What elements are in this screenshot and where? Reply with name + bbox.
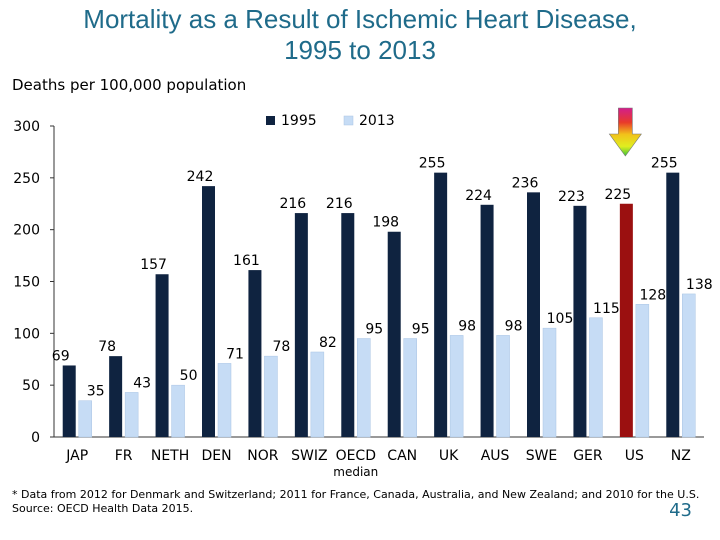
bar-1995	[62, 365, 76, 437]
y-tick-label: 150	[13, 275, 40, 291]
data-label-1995: 242	[187, 169, 214, 185]
bar-1995	[666, 172, 680, 437]
footnote: * Data from 2012 for Denmark and Switzer…	[12, 488, 702, 515]
data-label-1995: 236	[512, 175, 539, 191]
y-tick-label: 250	[13, 171, 40, 187]
data-label-2013: 43	[133, 375, 151, 391]
y-tick-label: 200	[13, 223, 40, 239]
bar-1995	[434, 172, 448, 437]
data-label-1995: 225	[604, 187, 631, 203]
y-axis-title: Deaths per 100,000 population	[12, 76, 247, 94]
x-tick-label: US	[625, 448, 644, 464]
bar-1995	[527, 192, 540, 437]
bar-2013	[264, 355, 278, 438]
data-label-2013: 95	[365, 322, 383, 338]
x-tick-label: OECD	[336, 448, 376, 464]
data-label-2013: 35	[87, 384, 105, 400]
bar-2013	[171, 384, 185, 438]
page-number: 43	[669, 500, 692, 521]
data-label-2013: 115	[593, 301, 620, 317]
rainbow-down-arrow-icon	[608, 107, 642, 157]
data-label-1995: 78	[98, 339, 116, 355]
data-label-1995: 198	[372, 215, 399, 231]
bar-2013	[78, 400, 92, 438]
data-label-1995: 69	[52, 348, 70, 364]
data-label-1995: 255	[651, 156, 678, 172]
bar-2013	[124, 392, 139, 438]
x-tick-label: SWE	[526, 448, 558, 464]
bar-2013	[217, 363, 232, 438]
bar-2013	[449, 335, 464, 438]
x-tick-label: NETH	[151, 448, 189, 464]
data-label-1995: 216	[326, 196, 353, 212]
bar-1995	[619, 203, 633, 437]
bar-2013	[589, 317, 603, 438]
bar-2013	[403, 338, 417, 438]
data-label-2013: 98	[505, 318, 523, 334]
data-label-1995: 157	[140, 257, 167, 273]
x-tick-label: JAP	[65, 448, 88, 464]
bar-chart: 0 50 100 150 200 250 300 69 35 JAP 78 43 FR 157 50 NETH…	[13, 107, 713, 479]
data-label-2013: 98	[458, 318, 476, 334]
y-tick-label: 300	[13, 119, 40, 135]
data-label-2013: 50	[180, 368, 198, 384]
data-label-2013: 105	[547, 311, 574, 327]
data-label-2013: 71	[226, 346, 244, 362]
bar-2013	[496, 335, 510, 438]
data-label-1995: 255	[419, 156, 446, 172]
bar-1995	[294, 213, 308, 437]
data-label-1995: 216	[279, 196, 306, 212]
y-tick-label: 50	[22, 378, 40, 394]
bar-1995	[248, 270, 262, 437]
data-label-2013: 95	[412, 322, 430, 338]
bar-2013	[357, 338, 371, 438]
bar-1995	[202, 186, 215, 437]
chart-title: Mortality as a Result of Ischemic Heart …	[83, 4, 637, 65]
x-tick-label: AUS	[481, 448, 510, 464]
y-tick-label: 100	[13, 326, 40, 342]
x-tick-label: median	[333, 465, 378, 479]
data-label-2013: 82	[319, 335, 337, 351]
x-tick-label: GER	[573, 448, 603, 464]
bar-1995	[573, 205, 587, 437]
data-label-1995: 224	[465, 188, 492, 204]
data-label-1995: 161	[233, 253, 260, 269]
bar-1995	[480, 204, 494, 437]
x-tick-label: DEN	[201, 448, 231, 464]
x-tick-label: NZ	[671, 448, 691, 464]
footnote-source: Source: OECD Health Data 2015.	[12, 501, 194, 515]
x-tick-label: CAN	[387, 448, 417, 464]
x-tick-label: UK	[439, 448, 459, 464]
bar-1995	[387, 231, 401, 437]
footnote-note: * Data from 2012 for Denmark and Switzer…	[12, 488, 700, 501]
bar-2013	[635, 304, 650, 438]
data-label-2013: 138	[686, 277, 713, 293]
data-label-2013: 128	[639, 287, 666, 303]
bar-1995	[109, 356, 123, 437]
legend-swatch-1995	[266, 116, 275, 125]
x-tick-label: NOR	[247, 448, 278, 464]
x-tick-label: SWIZ	[291, 448, 327, 464]
bar-2013	[310, 351, 325, 438]
y-tick-label: 0	[31, 430, 40, 446]
bar-2013	[542, 327, 557, 438]
legend-swatch-2013	[343, 115, 354, 126]
legend-label-2013: 2013	[359, 113, 395, 129]
bar-1995	[341, 213, 355, 437]
bar-1995	[155, 274, 169, 437]
data-label-1995: 223	[558, 189, 585, 205]
bar-2013	[682, 293, 696, 438]
x-tick-label: FR	[115, 448, 133, 464]
data-label-2013: 78	[273, 339, 291, 355]
legend-label-1995: 1995	[281, 113, 317, 129]
